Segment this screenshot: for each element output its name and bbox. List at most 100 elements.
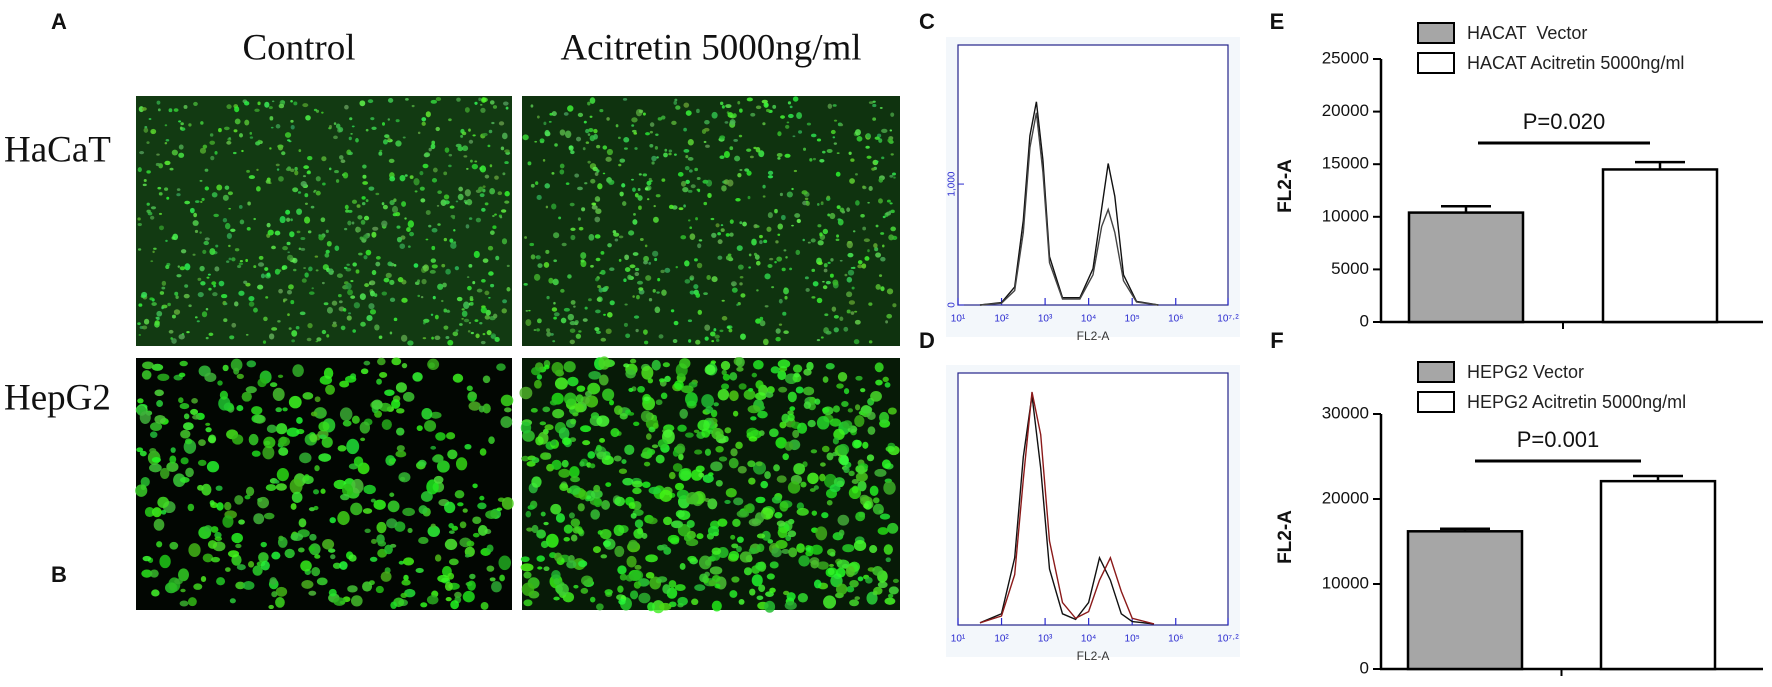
cell (197, 459, 207, 467)
cell (877, 527, 889, 535)
cell (551, 361, 564, 375)
cell (474, 319, 479, 322)
cell (184, 284, 189, 288)
cell (869, 545, 878, 554)
x-tick-label: 10³ (1038, 314, 1053, 325)
cell (150, 431, 158, 438)
cell (848, 300, 856, 305)
cell (445, 596, 452, 602)
cell (885, 445, 895, 452)
cell (576, 385, 586, 392)
cell (482, 333, 486, 336)
cell (868, 340, 873, 344)
cell (234, 495, 244, 505)
cell (299, 311, 306, 316)
cell (269, 382, 278, 388)
cell (641, 532, 648, 539)
cell (351, 595, 363, 607)
cell (239, 259, 243, 263)
cell (290, 503, 297, 510)
cell (296, 417, 303, 424)
cell (222, 515, 234, 528)
cell (278, 103, 285, 109)
cell (286, 289, 293, 295)
cell (492, 105, 498, 109)
cell (287, 254, 294, 261)
cell (546, 295, 550, 300)
cell (360, 368, 369, 375)
cell (367, 99, 374, 104)
cell (344, 204, 349, 210)
cell (839, 455, 849, 466)
cell (536, 529, 547, 539)
cell (698, 239, 703, 242)
cell (371, 270, 377, 276)
cell (633, 421, 640, 427)
cell (352, 262, 357, 267)
cell (622, 201, 627, 206)
cell (492, 225, 497, 230)
cell (245, 386, 257, 394)
cell (457, 146, 464, 152)
cell (318, 453, 332, 462)
x-tick-label: 10² (994, 314, 1009, 325)
cell (546, 331, 552, 337)
cell (356, 227, 362, 233)
cell (178, 333, 185, 340)
cell (165, 239, 168, 242)
cell (592, 166, 598, 172)
cell (550, 439, 557, 446)
cell (304, 272, 309, 278)
cell (819, 158, 825, 163)
cell (846, 276, 853, 283)
cell (623, 363, 630, 368)
cell (466, 199, 473, 206)
cell (648, 486, 661, 495)
cell (634, 147, 638, 150)
legend-label: HEPG2 Vector (1467, 362, 1584, 382)
cell (498, 121, 505, 126)
cell (711, 340, 715, 343)
cell (425, 238, 429, 241)
cell (199, 265, 205, 272)
cell (271, 100, 275, 103)
cell (769, 428, 779, 438)
cell (881, 459, 891, 469)
cell (401, 297, 408, 303)
cell (836, 205, 841, 210)
cell (875, 283, 881, 290)
cell (154, 321, 160, 328)
cell (628, 387, 634, 392)
cell (468, 321, 472, 324)
cell (755, 260, 761, 266)
cell (846, 586, 855, 593)
cell (143, 318, 150, 325)
cell (777, 223, 784, 230)
cell (149, 463, 162, 473)
cell (490, 283, 495, 288)
cell (178, 568, 189, 582)
cell (307, 323, 313, 329)
cell (533, 273, 541, 281)
cell (290, 168, 295, 173)
cell (326, 334, 330, 338)
cell (711, 547, 722, 555)
cell (300, 181, 307, 187)
cell (652, 289, 656, 293)
cell (339, 407, 353, 421)
cell (179, 266, 186, 271)
cell (748, 547, 758, 555)
cell (214, 151, 218, 155)
cell (365, 199, 369, 203)
cell (798, 555, 810, 567)
cell (484, 174, 490, 179)
cell (615, 124, 619, 128)
cell (371, 126, 377, 131)
cell (421, 407, 433, 420)
cell (226, 232, 233, 239)
cell (643, 329, 648, 335)
cell (694, 167, 699, 172)
cell (846, 291, 853, 298)
cell (826, 148, 833, 153)
cell (171, 314, 176, 319)
